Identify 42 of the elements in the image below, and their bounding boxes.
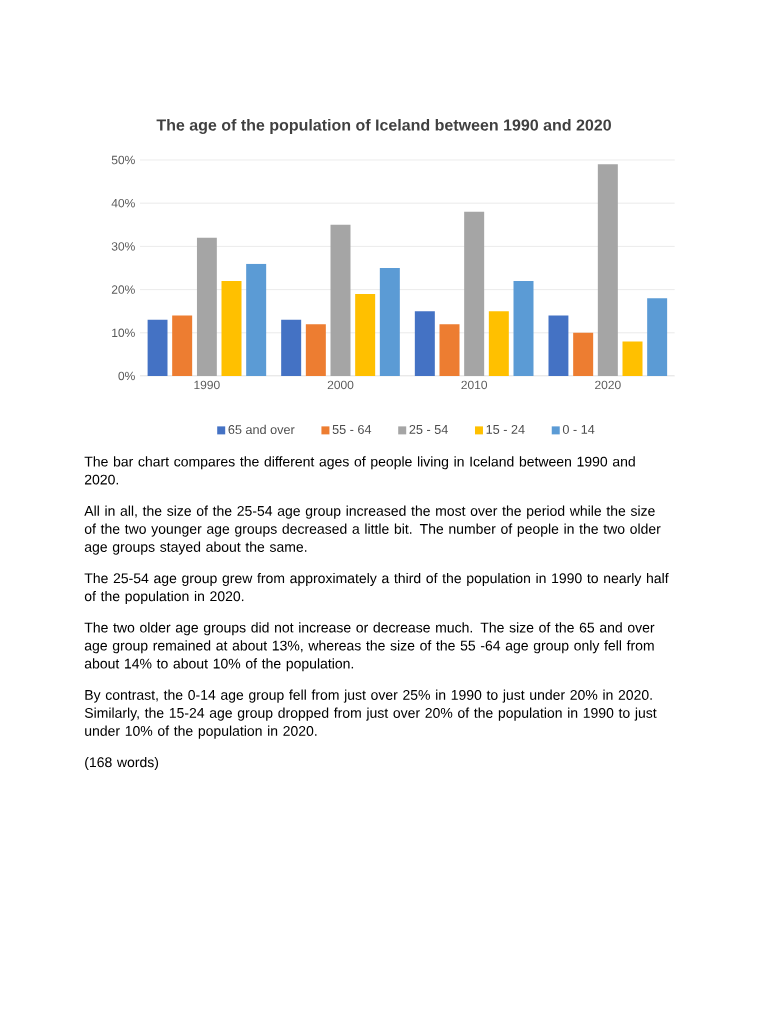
legend-label: 15 - 24	[486, 424, 525, 434]
bar	[221, 280, 242, 376]
bar	[622, 341, 643, 376]
y-tick-label: 40%	[111, 198, 135, 208]
x-tick-label: 2020	[595, 380, 621, 390]
legend-label: 0 - 14	[562, 424, 595, 434]
bar	[513, 280, 534, 376]
legend-label: 65 and over	[228, 424, 295, 435]
bar	[330, 224, 351, 376]
bar	[573, 332, 594, 376]
bar	[355, 293, 376, 376]
text: The two older age groups did not increase or decrease much. The size of the 65 and over age group remained at about 13%, whereas the size of the 55 -64 age group only fell from about 14% to about 10% of the population.	[84, 622, 655, 672]
text: The 25-54 age group grew from approximately a third of the population in 1990 to nearly half of the population in 2020.	[84, 572, 669, 604]
bar	[379, 267, 400, 376]
chart-title: The age of the population of Iceland between 1990 and 2020	[156, 118, 611, 134]
text: (168 words)	[85, 756, 159, 770]
y-tick-label: 30%	[111, 242, 135, 251]
text: All in all, the size of the 25-54 age group increased the most over the period while the size of the two younger age groups decreased a little bit. The number of people in the two older age groups stayed about the same.	[84, 505, 661, 555]
legend-label: 25 - 54	[409, 424, 448, 434]
bar	[548, 315, 569, 376]
y-tick-label: 50%	[111, 155, 135, 165]
bar	[597, 164, 618, 376]
text: The bar chart compares the different ages of people living in Iceland between 1990 and 2020.	[84, 456, 635, 485]
legend-label: 55 - 64	[332, 424, 372, 434]
bar	[439, 324, 460, 376]
bar	[414, 311, 435, 376]
bar	[172, 315, 193, 376]
x-tick-label: 2010	[461, 380, 488, 390]
x-tick-label: 2000	[327, 380, 354, 390]
bar	[464, 211, 485, 376]
x-tick-label: 1990	[194, 380, 220, 390]
text: By contrast, the 0-14 age group fell from just over 25% in 1990 to just under 20% in 2020. Similarly, the 15-24 age group dropped from just over 20% of the population in 1990 to just under 10% of the population in 2020.	[84, 689, 657, 739]
y-tick-label: 0%	[118, 371, 135, 381]
bar	[147, 319, 168, 376]
bar	[305, 324, 326, 376]
bar	[196, 237, 217, 376]
bar	[488, 311, 509, 376]
bar	[647, 298, 668, 376]
y-tick-label: 20%	[111, 285, 135, 294]
bar	[281, 319, 302, 376]
bar	[246, 263, 267, 376]
y-tick-label: 10%	[112, 328, 135, 338]
